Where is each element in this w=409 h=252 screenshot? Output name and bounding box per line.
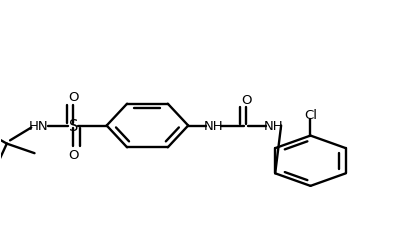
Text: O: O [241, 93, 251, 106]
Text: O: O [68, 148, 79, 161]
Text: Cl: Cl [304, 109, 317, 122]
Text: O: O [68, 91, 79, 104]
Text: NH: NH [264, 119, 283, 133]
Text: HN: HN [29, 119, 48, 133]
Text: NH: NH [204, 119, 223, 133]
Text: S: S [69, 118, 78, 134]
